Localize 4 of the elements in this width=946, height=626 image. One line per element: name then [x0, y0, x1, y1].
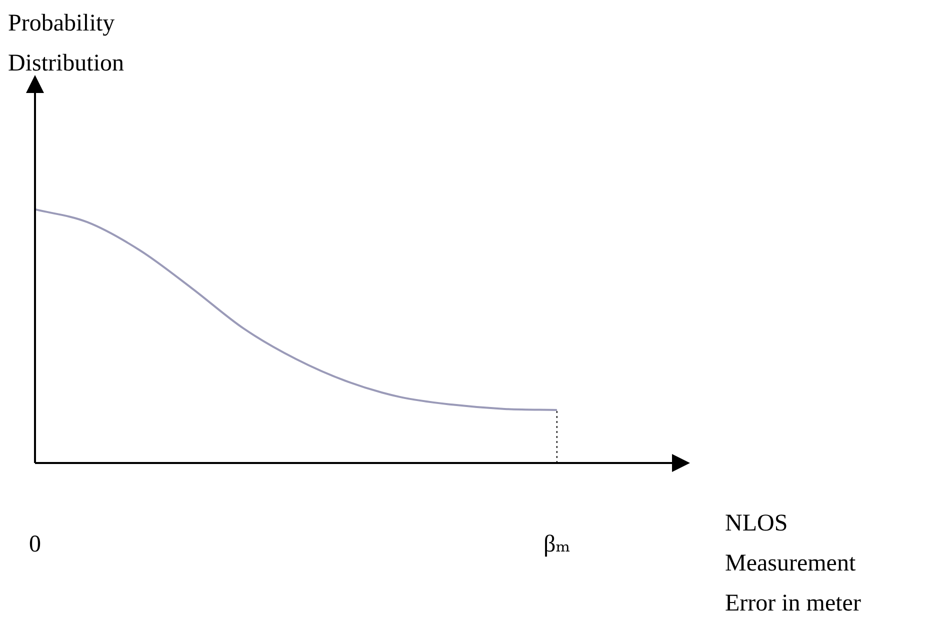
x-tick-label: βₘ	[543, 531, 570, 558]
x-tick-label: 0	[29, 531, 41, 558]
text: NLOS Measurement Error in meter	[725, 510, 861, 616]
text: Probability Distribution	[8, 10, 124, 76]
